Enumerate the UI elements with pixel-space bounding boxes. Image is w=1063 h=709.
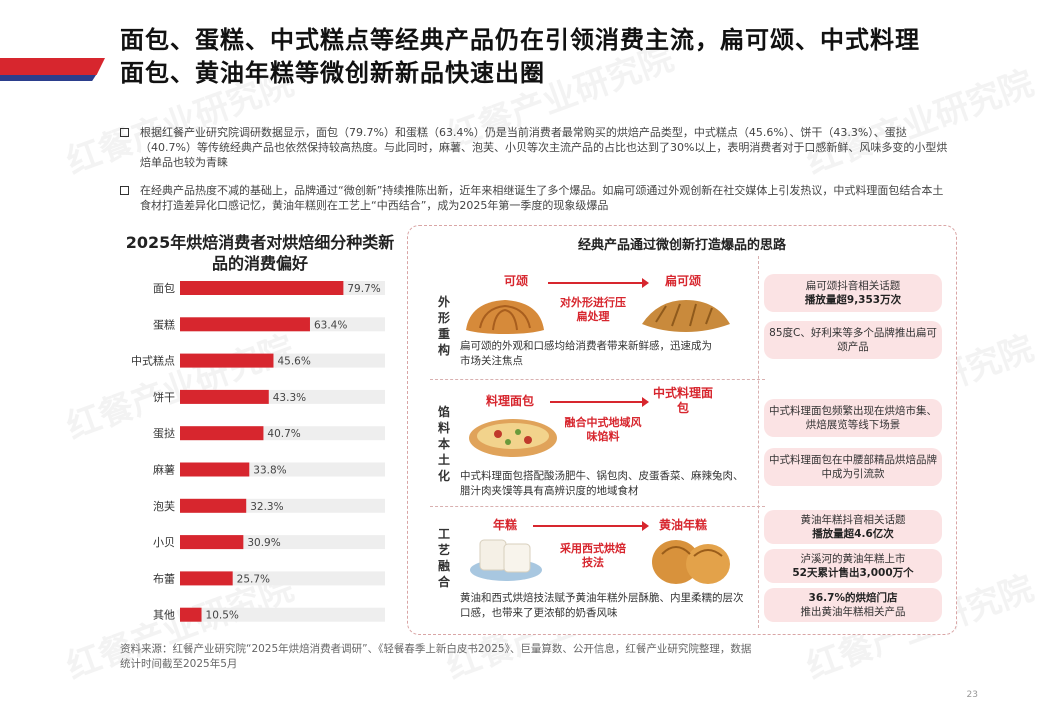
square-bullet-icon [120,186,129,195]
accent-bar [0,58,105,82]
fact-highlight: 52天累计售出3,000万个 [792,567,914,579]
category-label: 布蕾 [153,572,175,585]
value-label: 30.9% [247,537,280,549]
bar [180,535,244,550]
section-label-filling: 馅料本土化 [437,405,450,483]
section-description: 黄油和西式烘焙技法赋予黄油年糕外层酥脆、内里柔糯的层次口感，也带来了更浓郁的奶香… [460,592,744,619]
fact-pill: 中式料理面包频繁出现在烘焙市集、烘焙展览等线下场景 [764,399,942,437]
fact-text: 推出黄油年糕相关产品 [800,606,906,618]
bullet-text: 根据红餐产业研究院调研数据显示，面包（79.7%）和蛋糕（63.4%）仍是当前消… [140,126,948,169]
category-label: 中式糕点 [131,354,175,368]
bar [180,571,233,586]
fact-pill: 扁可颂抖音相关话题 播放量超9,353万次 [764,274,942,312]
square-bullet-icon [120,128,129,137]
product-from-rice-cake: 年糕 [492,518,517,532]
accent-bar-red [0,58,105,75]
section-label-shape: 外形重构 [437,295,450,357]
method-text: 对外形进行压扁处理 [560,296,626,323]
fact-text: 黄油年糕抖音相关话题 [800,514,906,526]
value-label: 32.3% [250,501,283,513]
arrow-icon [533,521,649,531]
method-text: 融合中式地域风味馅料 [564,416,642,443]
category-label: 小贝 [153,536,175,549]
value-label: 43.3% [273,392,306,404]
bar [180,462,250,477]
bar [180,426,264,441]
flat-croissant-icon [642,300,730,332]
panel-title: 经典产品通过微创新打造爆品的思路 [577,238,786,253]
section-label-craft: 工艺融合 [437,527,450,589]
fact-text: 中式料理面包频繁出现在烘焙市集、烘焙展览等线下场景 [769,405,937,431]
bar [180,281,344,295]
bullet-point-2: 在经典产品热度不减的基础上，品牌通过“微创新”持续推陈出新，近年来相继诞生了多个… [120,183,950,213]
value-label: 10.5% [206,610,239,622]
bar [180,317,310,332]
accent-bar-blue [0,75,96,81]
section-divider [430,379,765,380]
fact-pill: 85度C、好利来等多个品牌推出扁可颂产品 [764,321,942,359]
product-to-chinese-savory-bread: 中式料理面包 [652,386,713,415]
panel-divider-vertical [758,256,759,628]
bar [180,607,202,622]
fact-text: 中式料理面包在中腰部精品烘焙品牌中成为引流款 [769,454,937,480]
product-to-butter-rice-cake: 黄油年糕 [658,518,707,532]
butter-rice-cake-icon [652,540,730,584]
bar-track [180,607,385,622]
bullet-text: 在经典产品热度不减的基础上，品牌通过“微创新”持续推陈出新，近年来相继诞生了多个… [140,184,944,212]
value-label: 45.6% [277,356,310,368]
chart-title: 2025年烘焙消费者对烘焙细分种类新品的消费偏好 [125,233,395,273]
fact-highlight: 36.7%的烘焙门店 [808,592,898,604]
category-label: 麻薯 [153,463,175,477]
category-label: 其他 [153,609,175,622]
page-title: 面包、蛋糕、中式糕点等经典产品仍在引领消费主流，扁可颂、中式料理面包、黄油年糕等… [120,26,920,87]
bar-chart: 面包 79.7% 蛋糕 63.4% 中式糕点 45.6% 饼干 43.3% 蛋挞 40.7% 麻薯 3… [131,281,385,622]
product-from-croissant: 可颂 [503,274,528,288]
savory-bread-icon [469,419,557,457]
method-text: 采用西式烘焙技法 [560,542,626,569]
section-description: 扁可颂的外观和口感均给消费者带来新鲜感，迅速成为市场关注焦点 [460,340,712,367]
croissant-icon [466,300,544,334]
value-label: 63.4% [314,319,347,331]
section-description: 中式料理面包搭配酸汤肥牛、锅包肉、皮蛋香菜、麻辣兔肉、腊汁肉夹馍等具有高辨识度的… [460,470,744,497]
value-label: 40.7% [267,428,300,440]
product-from-savory-bread: 料理面包 [485,394,534,408]
rice-cake-icon [470,539,542,581]
value-label: 33.8% [253,465,286,477]
innovation-panel: 经典产品通过微创新打造爆品的思路 外形重构 可颂 扁可颂 对外形进行压扁处理 扁… [407,225,957,635]
fact-pill: 泸溪河的黄油年糕上市 52天累计售出3,000万个 [764,549,942,583]
value-label: 79.7% [347,283,380,295]
product-to-flat-croissant: 扁可颂 [664,274,701,288]
arrow-icon [550,397,649,407]
fact-text: 扁可颂抖音相关话题 [805,280,901,292]
page-number: 23 [966,690,978,700]
bar [180,389,269,404]
bar [180,353,274,368]
fact-pill: 36.7%的烘焙门店 推出黄油年糕相关产品 [764,588,942,622]
value-label: 25.7% [237,573,270,585]
category-label: 面包 [153,282,175,295]
arrow-icon [548,278,649,288]
fact-highlight: 播放量超9,353万次 [804,294,902,306]
bullet-point-1: 根据红餐产业研究院调研数据显示，面包（79.7%）和蛋糕（63.4%）仍是当前消… [120,125,950,170]
category-label: 泡芙 [153,499,175,513]
fact-text: 泸溪河的黄油年糕上市 [800,553,906,565]
source-note: 资料来源：红餐产业研究院“2025年烘焙消费者调研”、《轻餐春季上新白皮书202… [120,643,752,670]
category-label: 蛋糕 [153,317,175,331]
section-divider [430,506,765,507]
category-label: 饼干 [153,390,175,404]
fact-text: 85度C、好利来等多个品牌推出扁可颂产品 [769,327,937,353]
category-label: 蛋挞 [153,426,175,440]
fact-pill: 黄油年糕抖音相关话题 播放量超4.6亿次 [764,510,942,544]
bar [180,498,247,513]
fact-pill: 中式料理面包在中腰部精品烘焙品牌中成为引流款 [764,448,942,486]
fact-highlight: 播放量超4.6亿次 [812,528,894,540]
